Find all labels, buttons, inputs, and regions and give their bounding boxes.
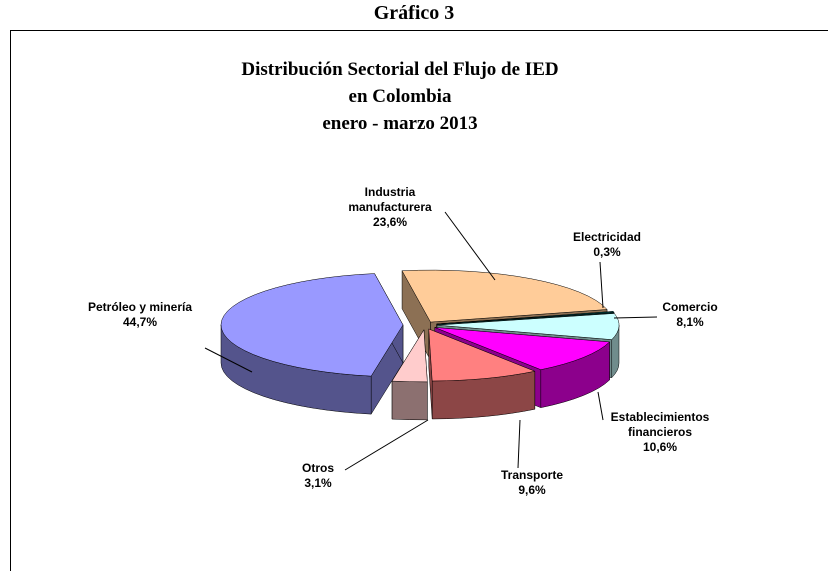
slice-wall [391,380,428,421]
leader-line [613,316,658,319]
slice-top [401,269,608,323]
leader-line [517,419,521,469]
value-label: 23,6% [372,215,408,229]
leader-line [204,347,253,373]
slice-top [391,329,428,383]
slice-top [434,327,611,370]
slice-top [428,328,536,382]
slice-label: Electricidad 0,3% [562,230,652,260]
leader-line [344,419,429,471]
category-label: Establecimientos financieros [610,410,710,439]
value-label: 8,1% [676,315,704,329]
value-label: 0,3% [593,245,621,259]
slice-label: Establecimientos financieros 10,6% [600,410,720,455]
slice-label: Industria manufacturera 23,6% [335,185,445,230]
category-label: Petróleo y minería [87,300,193,314]
category-label: Comercio [662,300,718,314]
slice-label: Petróleo y minería 44,7% [65,300,215,330]
value-label: 9,6% [518,483,546,497]
slice [220,272,404,416]
slice [428,328,536,420]
category-label: Industria manufacturera [348,185,432,214]
slice [391,329,428,421]
leader-line [597,391,604,421]
value-label: 10,6% [642,440,678,454]
category-label: Transporte [500,468,563,482]
chart-title-line: Distribución Sectorial del Flujo de IED [241,59,559,80]
leader-line [599,261,604,309]
slice-top [436,311,615,325]
slice-label: Transporte 9,6% [487,468,577,498]
chart-title-line: enero - marzo 2013 [322,113,478,134]
leader-line [444,211,496,281]
slice-top [220,273,404,377]
chart [204,211,658,471]
slice-label: Otros 3,1% [288,461,348,491]
value-label: 44,7% [122,315,158,329]
category-label: Electricidad [572,230,642,244]
heading: Gráfico 3 [373,2,455,24]
chart-frame [10,30,828,571]
slice-top [436,313,620,340]
category-label: Otros [301,461,334,475]
slice-label: Comercio 8,1% [650,300,730,330]
chart-title-line: en Colombia [348,86,452,107]
value-label: 3,1% [304,476,332,490]
chart-title: Distribución Sectorial del Flujo de IED e… [0,56,800,137]
